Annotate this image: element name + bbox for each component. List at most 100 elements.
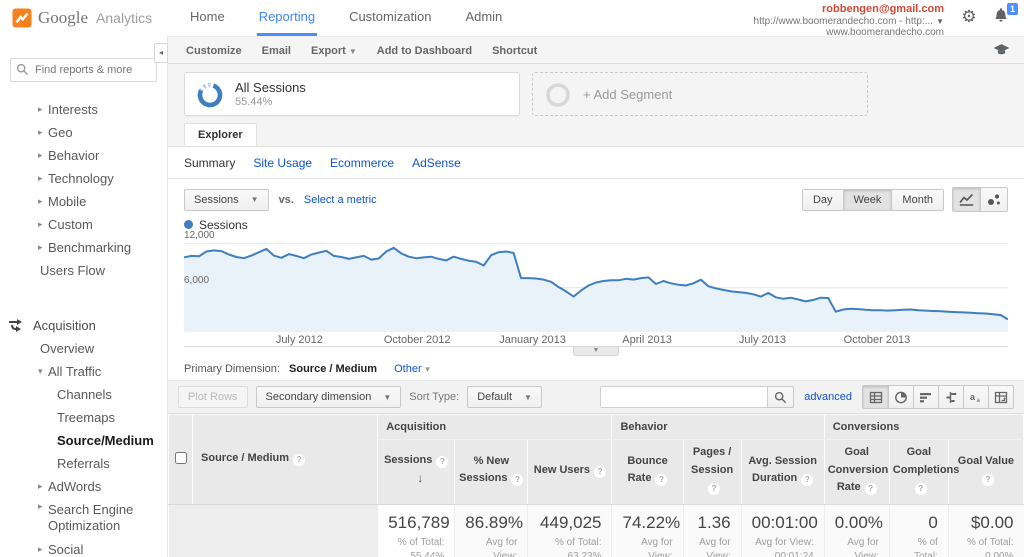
column-header-goal-completions[interactable]: Goal Completions?: [888, 439, 959, 505]
comparison-view-button[interactable]: [938, 386, 963, 408]
column-header-bounce-rate[interactable]: Bounce Rate?: [611, 439, 684, 505]
motion-chart-view-button[interactable]: [980, 188, 1007, 211]
sidebar-item-all-traffic[interactable]: ▾ All Traffic: [0, 360, 167, 383]
nav-admin[interactable]: Admin: [465, 9, 503, 24]
explorer-panel: Summary Site Usage Ecommerce AdSense Sessio…: [168, 147, 1024, 557]
totals-subtext: % of Total:: [966, 536, 1014, 548]
sidebar-item-custom[interactable]: ▸ Custom: [0, 213, 167, 236]
column-header-sessions[interactable]: Sessions ? ↓: [377, 439, 456, 505]
column-header-goal-value[interactable]: Goal Value?: [947, 439, 1024, 505]
granularity-week[interactable]: Week: [842, 189, 892, 210]
chevron-right-icon: ▸: [38, 219, 43, 229]
find-reports-input[interactable]: [10, 58, 157, 82]
nav-home[interactable]: Home: [190, 9, 225, 24]
sidebar-item-overview[interactable]: Overview: [0, 337, 167, 360]
help-icon[interactable]: ?: [511, 474, 524, 487]
advanced-search-link[interactable]: advanced: [804, 391, 852, 403]
sort-type-dropdown[interactable]: Default ▼: [467, 386, 542, 408]
column-header-source-medium[interactable]: Source / Medium?: [192, 414, 379, 505]
secondary-dimension-dropdown[interactable]: Secondary dimension ▼: [255, 386, 402, 408]
google-analytics-logo[interactable]: Google Analytics: [12, 8, 168, 28]
graduation-cap-icon[interactable]: [993, 43, 1010, 57]
add-segment-button[interactable]: + Add Segment: [532, 72, 868, 116]
table-search-button[interactable]: [768, 386, 795, 408]
granularity-month[interactable]: Month: [891, 189, 943, 210]
sidebar-item-search-engine-optimization[interactable]: ▸ Search Engine Optimization: [0, 498, 167, 534]
subtab-ecommerce[interactable]: Ecommerce: [330, 156, 395, 170]
column-header-pages-session[interactable]: Pages / Session?: [682, 439, 742, 505]
totals-value: 0.00%: [834, 512, 883, 532]
sidebar-item-channels[interactable]: Channels: [0, 383, 167, 406]
metric-dropdown[interactable]: Sessions ▼: [184, 188, 269, 211]
segment-percent: 55.44%: [235, 96, 273, 108]
collapse-sidebar-button[interactable]: ◂: [154, 43, 168, 63]
sidebar-item-technology[interactable]: ▸ Technology: [0, 167, 167, 190]
select-metric-link[interactable]: Select a metric: [303, 193, 377, 206]
totals-dimension-cell: [192, 504, 378, 557]
sidebar-item-label: Acquisition: [33, 318, 96, 333]
table-search-input[interactable]: [600, 386, 769, 408]
account-selector[interactable]: robbengen@gmail.com http://www.boomerand…: [754, 3, 944, 39]
metric-dropdown-label: Sessions: [194, 193, 239, 206]
sidebar-item-mobile[interactable]: ▸ Mobile: [0, 190, 167, 213]
gear-icon: ⚙: [961, 7, 977, 26]
help-icon[interactable]: ?: [801, 474, 814, 487]
svg-text:a: a: [977, 398, 981, 404]
help-icon[interactable]: ?: [864, 483, 877, 496]
chart-collapse-button[interactable]: ▼: [573, 347, 619, 356]
help-icon[interactable]: ?: [594, 465, 607, 478]
line-chart-view-button[interactable]: [953, 188, 980, 211]
sidebar-item-benchmarking[interactable]: ▸ Benchmarking: [0, 236, 167, 259]
pivot-icon: [994, 391, 1008, 403]
sidebar-item-behavior[interactable]: ▸ Behavior: [0, 144, 167, 167]
performance-view-button[interactable]: [913, 386, 938, 408]
help-icon[interactable]: ?: [293, 454, 306, 467]
help-icon[interactable]: ?: [708, 483, 721, 496]
sidebar-item-geo[interactable]: ▸ Geo: [0, 121, 167, 144]
action-add-to-dashboard[interactable]: Add to Dashboard: [376, 45, 473, 57]
sidebar-item-users-flow[interactable]: Users Flow: [0, 259, 167, 282]
chevron-right-icon: ▸: [38, 242, 43, 252]
sessions-chart[interactable]: 6,000 12,000: [184, 230, 1008, 332]
select-all-checkbox[interactable]: [174, 451, 187, 464]
column-header-new-users[interactable]: New Users?: [527, 439, 613, 505]
sidebar-item-interests[interactable]: ▸ Interests: [0, 98, 167, 121]
action-customize[interactable]: Customize: [186, 45, 242, 57]
totals-subtext: 00:01:24: [774, 550, 814, 557]
subtab-site-usage[interactable]: Site Usage: [253, 156, 313, 170]
x-axis-tick: July 2013: [738, 334, 786, 346]
help-icon[interactable]: ?: [981, 474, 994, 487]
primary-dimension-source-medium[interactable]: Source / Medium: [289, 363, 378, 375]
help-icon[interactable]: ?: [914, 483, 927, 496]
notifications-button[interactable]: 1: [990, 3, 1018, 28]
granularity-day[interactable]: Day: [802, 189, 843, 210]
data-table-view-button[interactable]: [863, 386, 888, 408]
nav-reporting[interactable]: Reporting: [256, 0, 318, 36]
pivot-view-button[interactable]: [988, 386, 1013, 408]
sidebar-item-referrals[interactable]: Referrals: [0, 452, 167, 475]
column-header-goal-conversion-rate[interactable]: Goal Conversion Rate?: [823, 439, 890, 505]
action-shortcut[interactable]: Shortcut: [492, 45, 538, 57]
sidebar-item-adwords[interactable]: ▸ AdWords: [0, 475, 167, 498]
sidebar-item-acquisition[interactable]: Acquisition: [0, 314, 167, 337]
segment-all-sessions[interactable]: All Sessions 55.44%: [184, 72, 520, 116]
column-header-new-sessions[interactable]: % New Sessions?: [454, 439, 529, 505]
help-icon[interactable]: ?: [436, 455, 449, 468]
subtab-adsense[interactable]: AdSense: [412, 156, 461, 170]
motion-chart-icon: [988, 194, 1000, 205]
column-header-avg-session-duration[interactable]: Avg. Session Duration?: [740, 439, 825, 505]
primary-dimension-other[interactable]: Other ▼: [394, 363, 432, 375]
help-icon[interactable]: ?: [655, 474, 668, 487]
tab-explorer[interactable]: Explorer: [184, 123, 257, 146]
nav-customization[interactable]: Customization: [349, 9, 432, 24]
sidebar-item-source-medium[interactable]: Source/Medium: [0, 429, 167, 452]
settings-button[interactable]: ⚙: [958, 6, 980, 28]
totals-value: 0: [928, 512, 938, 532]
sidebar-item-treemaps[interactable]: Treemaps: [0, 406, 167, 429]
sidebar-item-social[interactable]: ▸ Social: [0, 538, 167, 557]
action-export[interactable]: Export ▼: [310, 45, 357, 57]
action-email[interactable]: Email: [261, 45, 291, 57]
percentage-view-button[interactable]: [888, 386, 913, 408]
subtab-summary[interactable]: Summary: [184, 156, 236, 170]
